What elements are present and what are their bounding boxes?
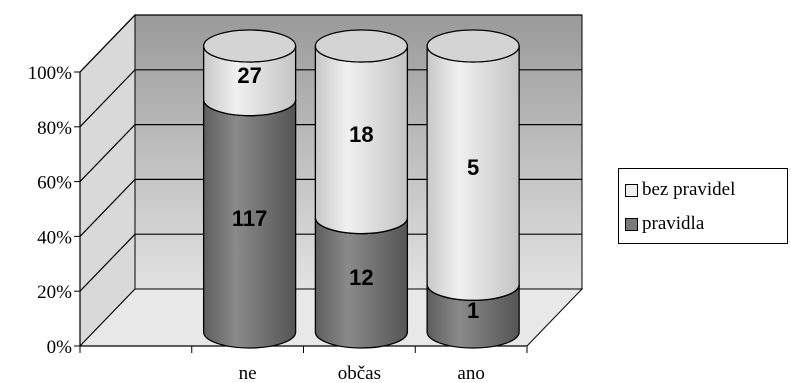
x-category-label-0: ne xyxy=(239,363,257,383)
data-label-bez-pravidel-0: 27 xyxy=(237,63,261,88)
y-tick-label: 0% xyxy=(47,337,73,358)
gridline-side xyxy=(79,14,136,73)
data-label-pravidla-0: 117 xyxy=(232,206,268,231)
gridline-side xyxy=(79,233,136,292)
legend-label-bez-pravidel: bez pravidel xyxy=(642,179,736,200)
y-tick-label: 100% xyxy=(28,63,73,84)
legend-swatch-bez-pravidel xyxy=(625,183,638,197)
y-tick-label: 40% xyxy=(37,227,72,248)
data-label-bez-pravidel-1: 18 xyxy=(349,122,373,147)
y-tick-label: 60% xyxy=(37,173,72,194)
cylinder-top-0 xyxy=(202,29,297,63)
cylinder-top-2 xyxy=(426,29,520,63)
x-category-label-2: ano xyxy=(457,363,484,383)
legend-label-pravidla: pravidla xyxy=(642,213,705,234)
legend-swatch-pravidla xyxy=(625,217,638,231)
y-tick-label: 80% xyxy=(37,118,72,139)
data-label-pravidla-1: 12 xyxy=(349,265,373,290)
legend: bez pravidel pravidla xyxy=(618,168,788,244)
x-category-label-1: občas xyxy=(338,363,381,383)
side-wall xyxy=(79,13,136,348)
y-tick-label: 20% xyxy=(37,282,72,303)
gridline-side xyxy=(79,178,136,237)
gridline-side xyxy=(79,69,136,128)
data-label-bez-pravidel-2: 5 xyxy=(467,155,479,180)
legend-item-bez-pravidel: bez pravidel xyxy=(625,179,735,201)
legend-item-pravidla: pravidla xyxy=(625,213,704,235)
gridline-side xyxy=(79,124,136,183)
data-label-pravidla-2: 1 xyxy=(467,298,479,323)
cylinder-top-1 xyxy=(314,29,409,63)
